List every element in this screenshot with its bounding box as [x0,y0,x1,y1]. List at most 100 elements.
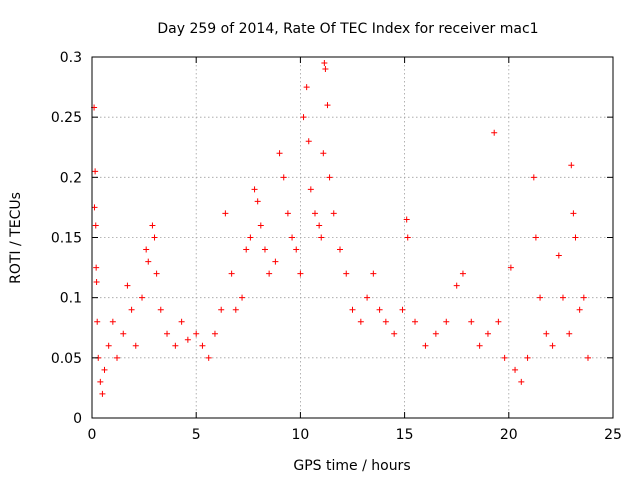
data-point [228,270,235,277]
data-point [468,318,475,325]
data-point [382,318,389,325]
data-point [151,234,158,241]
y-tick-label: 0.25 [51,110,82,126]
data-point [326,174,333,181]
data-point [109,318,116,325]
data-point [559,294,566,301]
data-point [370,270,377,277]
data-point [399,306,406,313]
data-point [403,216,410,223]
data-point [524,354,531,361]
data-point [318,234,325,241]
data-point [412,318,419,325]
x-tick-label: 25 [604,427,622,443]
data-point [566,330,573,337]
data-point [247,234,254,241]
x-tick-label: 10 [291,427,309,443]
data-point [120,330,127,337]
data-point [276,150,283,157]
data-point [305,138,312,145]
x-tick-label: 5 [192,427,201,443]
data-point [307,186,314,193]
data-point [172,342,179,349]
data-point [99,390,106,397]
data-point [501,354,508,361]
data-point [132,342,139,349]
data-point [343,270,350,277]
data-point [549,342,556,349]
data-point [321,60,328,67]
data-point [336,246,343,253]
data-point [584,354,591,361]
y-axis: 0 0.05 0.1 0.15 0.2 0.25 0.3 [51,50,613,427]
data-point [376,306,383,313]
data-point [284,210,291,217]
data-point [114,354,121,361]
data-point [157,306,164,313]
y-tick-label: 0.15 [51,231,82,247]
data-point [572,234,579,241]
x-tick-label: 0 [88,427,97,443]
data-point [272,258,279,265]
data-point [261,246,268,253]
data-point [512,366,519,373]
data-point [243,246,250,253]
data-point [576,306,583,313]
x-axis-label: GPS time / hours [293,458,410,474]
data-point [543,330,550,337]
y-tick-label: 0.2 [60,170,82,186]
data-point [239,294,246,301]
data-point [316,222,323,229]
data-point [251,186,258,193]
y-tick-label: 0 [73,411,82,427]
data-point [266,270,273,277]
data-point [184,336,191,343]
data-point [537,294,544,301]
data-point [178,318,185,325]
data-point [320,150,327,157]
data-point [570,210,577,217]
data-point [518,378,525,385]
data-point [257,222,264,229]
x-tick-label: 15 [396,427,414,443]
data-point [432,330,439,337]
data-point [495,318,502,325]
data-point [476,342,483,349]
data-point [105,342,112,349]
data-point [422,342,429,349]
data-point [364,294,371,301]
data-point [153,270,160,277]
data-point [92,222,99,229]
data-point [164,330,171,337]
data-point [97,378,104,385]
data-point [453,282,460,289]
data-point [303,84,310,91]
data-point [330,210,337,217]
data-point [211,330,218,337]
data-point [91,204,98,211]
data-point [484,330,491,337]
data-point [404,234,411,241]
grid [92,57,613,418]
data-point [349,306,356,313]
data-point [491,129,498,136]
data-point [289,234,296,241]
y-axis-label: ROTI / TECUs [8,192,24,284]
data-point [205,354,212,361]
data-point [300,114,307,121]
data-point [530,174,537,181]
data-point [232,306,239,313]
data-point [324,102,331,109]
data-point [357,318,364,325]
data-point [139,294,146,301]
y-tick-label: 0.1 [60,291,82,307]
data-point [580,294,587,301]
data-point [93,279,100,286]
data-point [568,162,575,169]
data-point [199,342,206,349]
data-point [218,306,225,313]
data-point [459,270,466,277]
x-tick-label: 20 [500,427,518,443]
data-point [555,252,562,259]
